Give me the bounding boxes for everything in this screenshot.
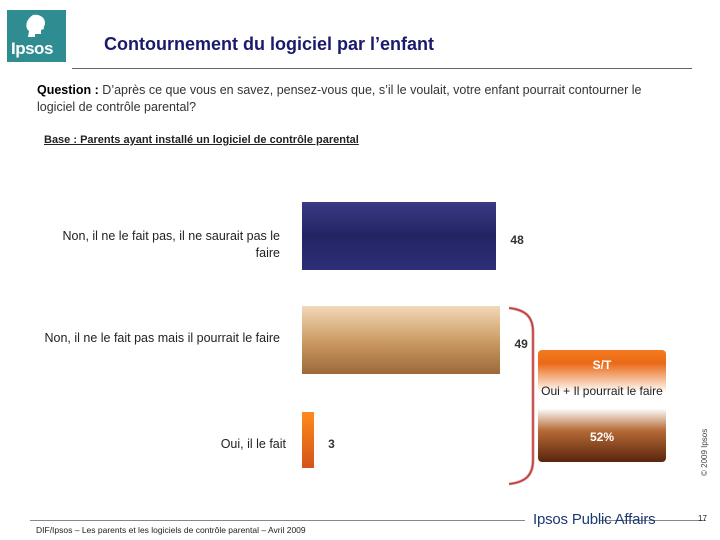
footer-divider-left [30, 520, 525, 521]
base-note: Base : Parents ayant installé un logicie… [44, 134, 359, 146]
page-number: 17 [698, 514, 707, 523]
head-profile-icon [26, 14, 45, 37]
category-label-3: Oui, il le fait [220, 437, 286, 451]
bar-3 [302, 412, 315, 468]
page-title: Contournement du logiciel par l’enfant [104, 34, 435, 54]
title-divider [72, 68, 692, 69]
subtotal-title: S/T [592, 358, 612, 372]
copyright-note: © 2009 Ipsos [700, 428, 709, 476]
footer-divider-right [600, 520, 706, 521]
subtotal-value: 52% [589, 430, 615, 444]
category-label-1: Non, il ne le fait pas, il ne saurait pa… [62, 229, 280, 260]
value-label-1: 48 [510, 233, 524, 247]
question-text: D’après ce que vous en savez, pensez-vou… [37, 83, 642, 114]
ipsos-logo: Ipsos [7, 10, 66, 62]
subtotal-box: S/T Oui + Il pourrait le faire 52% [538, 350, 666, 462]
bar-1 [302, 202, 497, 270]
subtotal-subtitle: Oui + Il pourrait le faire [541, 384, 663, 398]
bar-2 [302, 306, 501, 374]
bracket-icon [508, 306, 535, 486]
value-label-2: 49 [514, 337, 528, 351]
category-label-2: Non, il ne le fait pas mais il pourrait … [44, 331, 280, 345]
footer-brand: Ipsos Public Affairs [533, 511, 656, 528]
question-label: Question : [37, 83, 99, 97]
question-block: Question : D’après ce que vous en savez,… [37, 82, 677, 116]
value-label-3: 3 [328, 437, 335, 451]
logo-text: Ipsos [11, 39, 53, 58]
footer-source: DIF/Ipsos – Les parents et les logiciels… [36, 525, 306, 535]
